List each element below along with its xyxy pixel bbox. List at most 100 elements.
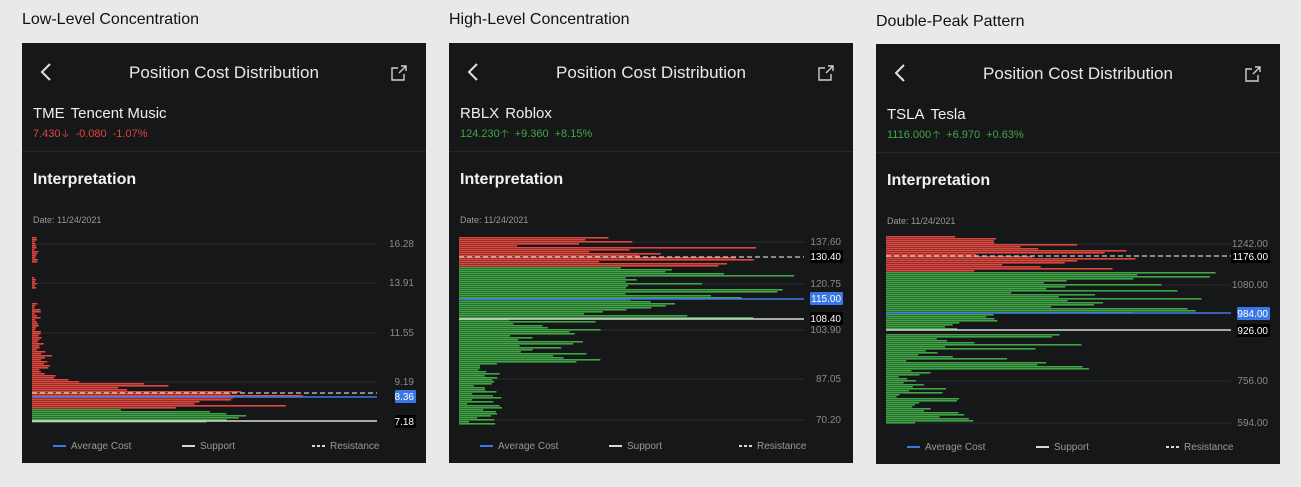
distribution-bar	[886, 382, 904, 384]
distribution-bar	[459, 377, 498, 379]
distribution-bar	[886, 242, 995, 244]
distribution-bar	[886, 236, 956, 238]
distribution-bar	[32, 251, 39, 253]
distribution-bar	[459, 285, 629, 287]
interpretation-heading: Interpretation	[887, 172, 991, 189]
distribution-bar	[886, 250, 1127, 252]
distribution-bar	[32, 383, 144, 385]
distribution-bar	[886, 400, 957, 402]
divider	[449, 151, 853, 152]
distribution-bar	[32, 417, 239, 419]
distribution-bar	[886, 300, 1068, 302]
distribution-bar	[459, 395, 493, 397]
distribution-bar	[459, 309, 627, 311]
distribution-bar	[886, 318, 995, 320]
distribution-bar	[886, 356, 953, 358]
distribution-bar	[886, 346, 946, 348]
distribution-bar	[886, 322, 960, 324]
nav-title: Position Cost Distribution	[556, 63, 746, 82]
price: 124.230	[460, 128, 500, 140]
price-change-pct: +0.63%	[986, 129, 1024, 141]
resistance-swatch	[312, 445, 325, 448]
distribution-bar	[886, 320, 998, 322]
distribution-bar	[32, 391, 242, 393]
distribution-bar	[459, 259, 754, 261]
cost-distribution-chart: 137.60 120.75 103.90 87.05 70.20 130.40 …	[459, 237, 843, 426]
distribution-bar	[459, 305, 666, 307]
legend-average-cost: Average Cost	[925, 442, 986, 453]
distribution-bar	[886, 280, 1067, 282]
distribution-bar	[32, 371, 41, 373]
distribution-bar	[459, 321, 596, 323]
distribution-bar	[459, 313, 584, 315]
back-arrow-icon[interactable]	[36, 60, 58, 84]
distribution-bar	[886, 408, 931, 410]
resistance-label: 1176.00	[1233, 252, 1269, 263]
distribution-bar	[886, 328, 958, 330]
divider	[876, 152, 1280, 153]
distribution-bar	[886, 276, 1210, 278]
share-icon[interactable]	[1243, 64, 1263, 84]
distribution-bar	[32, 355, 52, 357]
distribution-bar	[886, 264, 1003, 266]
distribution-bar	[32, 307, 35, 309]
distribution-bar	[459, 319, 510, 321]
share-icon[interactable]	[816, 63, 836, 83]
distribution-bar	[459, 311, 603, 313]
distribution-bar	[459, 411, 497, 413]
distribution-bar	[886, 256, 1033, 258]
distribution-bar	[886, 386, 913, 388]
cost-distribution-chart: 16.28 13.91 11.55 9.19 8.36 7.18	[32, 237, 416, 428]
distribution-bar	[886, 352, 938, 354]
distribution-bar	[886, 366, 1083, 368]
distribution-bar	[886, 290, 1178, 292]
distribution-bar	[886, 306, 1051, 308]
distribution-bar	[459, 345, 520, 347]
distribution-bar	[459, 297, 742, 299]
panel-caption: Low-Level Concentration	[22, 11, 199, 28]
distribution-bar	[886, 348, 1036, 350]
distribution-bar	[459, 393, 473, 395]
distribution-bar	[886, 244, 1078, 246]
distribution-bar	[886, 292, 1012, 294]
distribution-bar	[459, 337, 533, 339]
distribution-bar	[459, 389, 486, 391]
resistance-swatch	[1166, 446, 1179, 449]
legend-support: Support	[200, 441, 236, 452]
distribution-bar	[32, 387, 118, 389]
distribution-bar	[459, 257, 737, 259]
distribution-bar	[32, 237, 37, 239]
arrow-up-icon: 🡡	[500, 128, 509, 140]
distribution-bar	[886, 370, 912, 372]
share-icon[interactable]	[389, 63, 409, 83]
distribution-bar	[32, 243, 36, 245]
price-change: +6.970	[946, 129, 981, 141]
distribution-bar	[32, 323, 38, 325]
interpretation-heading: Interpretation	[460, 171, 564, 188]
distribution-bar	[886, 266, 1041, 268]
price: 7.430	[33, 128, 61, 140]
distribution-bar	[459, 407, 502, 409]
back-arrow-icon[interactable]	[890, 61, 912, 85]
support-swatch	[1036, 446, 1049, 449]
distribution-bar	[886, 358, 1007, 360]
distribution-bar	[32, 353, 42, 355]
distribution-bar	[459, 247, 757, 249]
support-badge	[395, 415, 416, 428]
distribution-bar	[886, 302, 1103, 304]
distribution-bar	[32, 249, 35, 251]
back-arrow-icon[interactable]	[463, 60, 485, 84]
distribution-bar	[32, 419, 227, 421]
legend-resistance: Resistance	[1184, 442, 1234, 453]
distribution-bar	[32, 411, 210, 413]
distribution-bar	[32, 315, 38, 317]
distribution-bar	[886, 240, 994, 242]
tick-label: 1080.00	[1232, 280, 1269, 291]
distribution-bar	[32, 399, 232, 401]
tick-label: 9.19	[395, 377, 415, 388]
legend-resistance: Resistance	[757, 441, 807, 452]
distribution-bar	[32, 321, 37, 323]
distribution-bar	[32, 329, 36, 331]
distribution-bar	[32, 279, 36, 281]
distribution-bar	[886, 304, 1094, 306]
